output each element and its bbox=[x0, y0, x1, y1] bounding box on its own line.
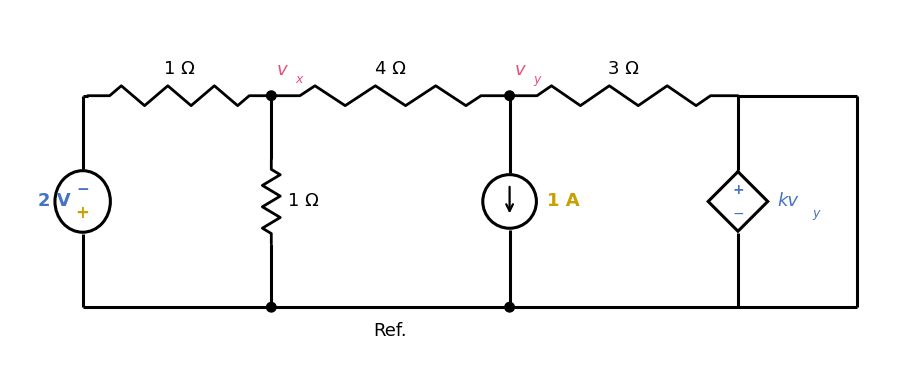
Text: y: y bbox=[813, 207, 820, 220]
Text: 1 Ω: 1 Ω bbox=[164, 60, 195, 78]
Text: −: − bbox=[76, 182, 89, 197]
Text: 4 Ω: 4 Ω bbox=[375, 60, 406, 78]
Circle shape bbox=[266, 302, 276, 312]
Text: +: + bbox=[732, 183, 744, 197]
Circle shape bbox=[505, 91, 515, 101]
Text: 3 Ω: 3 Ω bbox=[608, 60, 640, 78]
Text: y: y bbox=[534, 73, 541, 86]
Text: v: v bbox=[515, 61, 525, 79]
Text: −: − bbox=[732, 206, 744, 220]
Text: 1 A: 1 A bbox=[547, 192, 580, 211]
Circle shape bbox=[505, 302, 515, 312]
Circle shape bbox=[266, 91, 276, 101]
Text: v: v bbox=[276, 61, 287, 79]
Text: 2 V: 2 V bbox=[38, 192, 71, 211]
Text: kv: kv bbox=[777, 192, 799, 211]
Text: x: x bbox=[295, 73, 303, 86]
Text: +: + bbox=[76, 204, 90, 222]
Text: Ref.: Ref. bbox=[373, 322, 408, 340]
Text: 1 Ω: 1 Ω bbox=[288, 192, 319, 211]
